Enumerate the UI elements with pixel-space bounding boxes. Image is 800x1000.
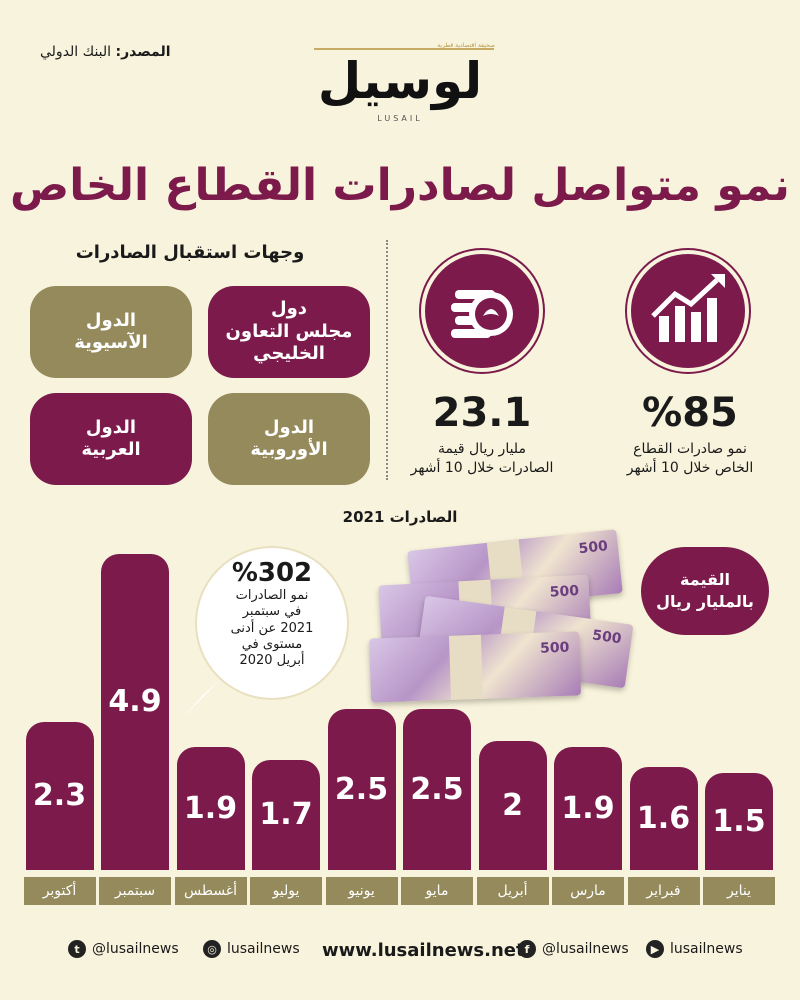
bar-5 bbox=[403, 709, 471, 870]
youtube-handle: lusailnews bbox=[670, 941, 743, 957]
footer-instagram[interactable]: ◎ lusailnews bbox=[203, 940, 300, 958]
callout-value: %302 bbox=[231, 558, 313, 588]
instagram-handle: lusailnews bbox=[227, 941, 300, 957]
stat-growth-desc: نمو صادرات القطاع الخاص خلال 10 أشهر bbox=[626, 441, 754, 476]
bar-value-label: 1.9 bbox=[183, 790, 238, 826]
bar-value-label: 2.5 bbox=[334, 771, 389, 807]
facebook-handle: @lusailnews bbox=[542, 941, 629, 957]
month-label: أغسطس bbox=[174, 877, 247, 905]
destination-asian: الدول الآسيوية bbox=[30, 286, 192, 378]
bar-4 bbox=[478, 741, 547, 870]
footer: t @lusailnews ◎ lusailnews www.lusailnew… bbox=[0, 940, 800, 970]
stat-value-total: 23.1 bbox=[432, 390, 532, 436]
bar-1 bbox=[705, 773, 773, 870]
youtube-icon: ▶ bbox=[646, 940, 664, 958]
bar-2 bbox=[629, 767, 698, 870]
logo-latin: LUSAIL bbox=[377, 114, 423, 123]
logo-name: لوسيل bbox=[317, 52, 483, 110]
month-label: يوليو bbox=[250, 877, 322, 905]
chart-title: الصادرات 2021 bbox=[342, 508, 458, 526]
twitter-icon: t bbox=[68, 940, 86, 958]
bar-8 bbox=[176, 747, 245, 870]
footer-facebook[interactable]: f @lusailnews bbox=[518, 940, 629, 958]
bar-value-label: 2.3 bbox=[32, 778, 87, 813]
destination-european: الدول الأوروبية bbox=[208, 393, 370, 485]
month-label: مارس bbox=[552, 877, 624, 905]
month-label: يناير bbox=[703, 877, 775, 905]
bar-value-label: 2.5 bbox=[410, 771, 464, 807]
bar-6 bbox=[327, 709, 396, 870]
twitter-handle: @lusailnews bbox=[92, 941, 179, 957]
source-value: البنك الدولي bbox=[40, 44, 112, 60]
footer-website[interactable]: www.lusailnews.net bbox=[322, 940, 525, 961]
website-url: www.lusailnews.net bbox=[322, 940, 525, 961]
lusail-logo: صحيفة اقتصادية قطرية لوسيل LUSAIL bbox=[300, 28, 500, 128]
page-title: نمو متواصل لصادرات القطاع الخاص bbox=[10, 160, 790, 211]
bar-value-label: 1.6 bbox=[636, 800, 691, 836]
destinations-title: وجهات استقبال الصادرات bbox=[75, 242, 305, 263]
bar-10 bbox=[25, 722, 94, 870]
callout-text: نمو الصادرات في سبتمبر 2021 عن أدنى مستو… bbox=[230, 588, 314, 668]
destination-arab: الدول العربية bbox=[30, 393, 192, 485]
bar-9 bbox=[101, 554, 169, 870]
stat-growth-value: %85 bbox=[642, 390, 738, 436]
month-label: أبريل bbox=[476, 877, 549, 905]
month-label: يونيو bbox=[325, 877, 398, 905]
coins-icon bbox=[421, 250, 543, 372]
month-label: أكتوبر bbox=[23, 877, 96, 905]
destination-gcc: دول مجلس التعاون الخليجي bbox=[208, 286, 370, 378]
source-note: المصدر: البنك الدولي bbox=[40, 44, 171, 60]
callout-bubble: %302 نمو الصادرات في سبتمبر 2021 عن أدنى… bbox=[197, 548, 347, 698]
callout-tail bbox=[180, 680, 220, 720]
banknotes-illustration: 500 500 500 500 bbox=[368, 529, 640, 703]
month-label: فبراير bbox=[627, 877, 700, 905]
growth-chart-icon bbox=[627, 250, 749, 372]
bar-value-label: 2 bbox=[502, 787, 523, 823]
month-label: سبتمبر bbox=[99, 877, 171, 905]
bar-7 bbox=[252, 760, 320, 870]
logo-bar bbox=[314, 48, 494, 50]
footer-youtube[interactable]: ▶ lusailnews bbox=[646, 940, 743, 958]
stat-value-desc: مليار ريال قيمة الصادرات خلال 10 أشهر bbox=[410, 441, 554, 476]
month-label: مايو bbox=[401, 877, 473, 905]
source-label: المصدر: bbox=[115, 44, 171, 60]
instagram-icon: ◎ bbox=[203, 940, 221, 958]
bar-value-label: 1.5 bbox=[712, 803, 766, 839]
logo-tagline: صحيفة اقتصادية قطرية bbox=[437, 42, 495, 49]
banknote: 500 bbox=[368, 631, 582, 703]
bar-value-label: 4.9 bbox=[108, 684, 162, 719]
section-divider bbox=[386, 240, 388, 480]
bar-3 bbox=[554, 747, 622, 870]
unit-badge: القيمة بالمليار ريال bbox=[641, 547, 769, 635]
facebook-icon: f bbox=[518, 940, 536, 958]
bar-value-label: 1.7 bbox=[259, 797, 313, 832]
footer-twitter[interactable]: t @lusailnews bbox=[68, 940, 179, 958]
bar-value-label: 1.9 bbox=[561, 790, 615, 826]
